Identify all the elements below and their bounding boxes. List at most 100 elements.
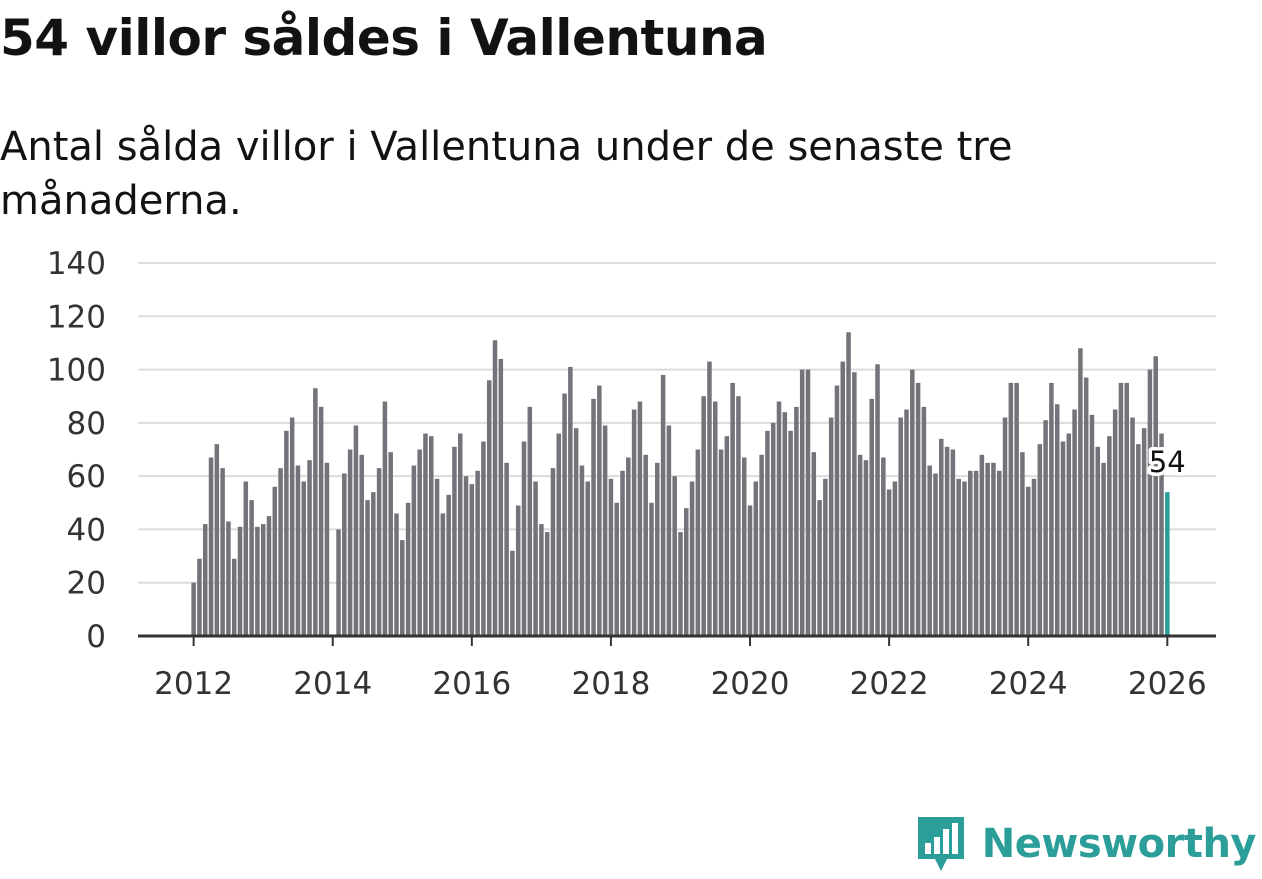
bar [602,425,608,636]
bar [1136,444,1141,636]
bar [202,524,208,636]
bar [979,454,985,636]
bar [875,364,880,636]
x-tick-label: 2024 [989,666,1068,702]
bar [707,361,712,636]
bar [718,449,724,636]
bar [1141,428,1147,636]
bar [840,361,846,636]
bar [637,401,643,636]
bar [886,489,892,636]
bar [1043,420,1048,636]
y-tick-label: 0 [86,619,106,655]
bar [776,401,782,636]
bar [1112,409,1118,636]
bar [962,481,967,636]
bar [1153,356,1158,636]
bar [1159,433,1164,636]
bar [666,425,672,636]
bar [243,481,249,636]
bar [197,558,202,636]
bar [857,454,863,636]
bar [237,526,243,636]
bar [231,558,237,636]
bar [973,470,979,636]
bar [405,502,411,636]
bar [805,369,811,636]
gridlines [138,262,1216,584]
bar [991,462,996,636]
bar [272,486,278,636]
bar-latest [1165,492,1170,636]
bar [301,481,307,636]
bar [347,449,353,636]
bar [620,470,625,636]
bar [834,385,840,636]
bar [313,388,318,636]
bar [846,332,851,636]
bar [342,473,347,636]
bar [741,457,747,636]
bar [921,406,927,636]
bar [950,449,956,636]
newsworthy-brand: Newsworthy [916,815,1257,873]
bar [446,494,451,636]
bar [759,454,764,636]
latest-value-label: 54 [1149,445,1186,479]
bar [266,516,272,636]
bar [550,468,556,636]
bar [1020,452,1025,636]
chart-title: 54 villor såldes i Vallentuna [0,9,768,67]
bar [660,374,666,636]
bar [939,438,944,636]
bar [475,470,480,636]
bar [828,417,834,636]
bar [573,428,579,636]
bar [452,446,457,636]
bar [359,454,364,636]
bar [1118,382,1124,636]
bar [608,478,614,636]
bar [249,500,254,636]
bar [1031,478,1037,636]
bar [597,385,602,636]
bar [747,505,753,636]
bar [1147,369,1153,636]
bar [539,524,544,636]
bar [457,433,463,636]
bar [817,500,822,636]
bar [655,462,660,636]
bar [307,460,312,636]
bar [811,452,817,636]
bar [411,465,417,636]
bar [289,417,295,636]
bar [712,401,718,636]
y-tick-label: 140 [47,246,106,282]
y-tick-label: 120 [47,299,106,335]
x-tick-label: 2020 [711,666,790,702]
bar [631,409,637,636]
bar [927,465,932,636]
x-tick-label: 2012 [154,666,233,702]
bar [556,433,562,636]
bar [376,468,382,636]
bar [782,412,788,636]
brand-name: Newsworthy [981,821,1257,867]
bar [214,444,220,636]
bar [1101,462,1106,636]
y-tick-label: 20 [67,566,106,602]
bar [672,476,677,636]
y-tick-label: 60 [67,459,106,495]
bar [649,502,654,636]
bar [585,481,591,636]
bar [429,436,434,636]
bar [579,465,585,636]
bar [1002,417,1008,636]
chart-subtitle: Antal sålda villor i Vallentuna under de… [0,124,1013,224]
bar [481,441,486,636]
bar [695,449,701,636]
bar [510,550,515,636]
bar [533,481,538,636]
bar [956,478,961,636]
bar [794,406,799,636]
